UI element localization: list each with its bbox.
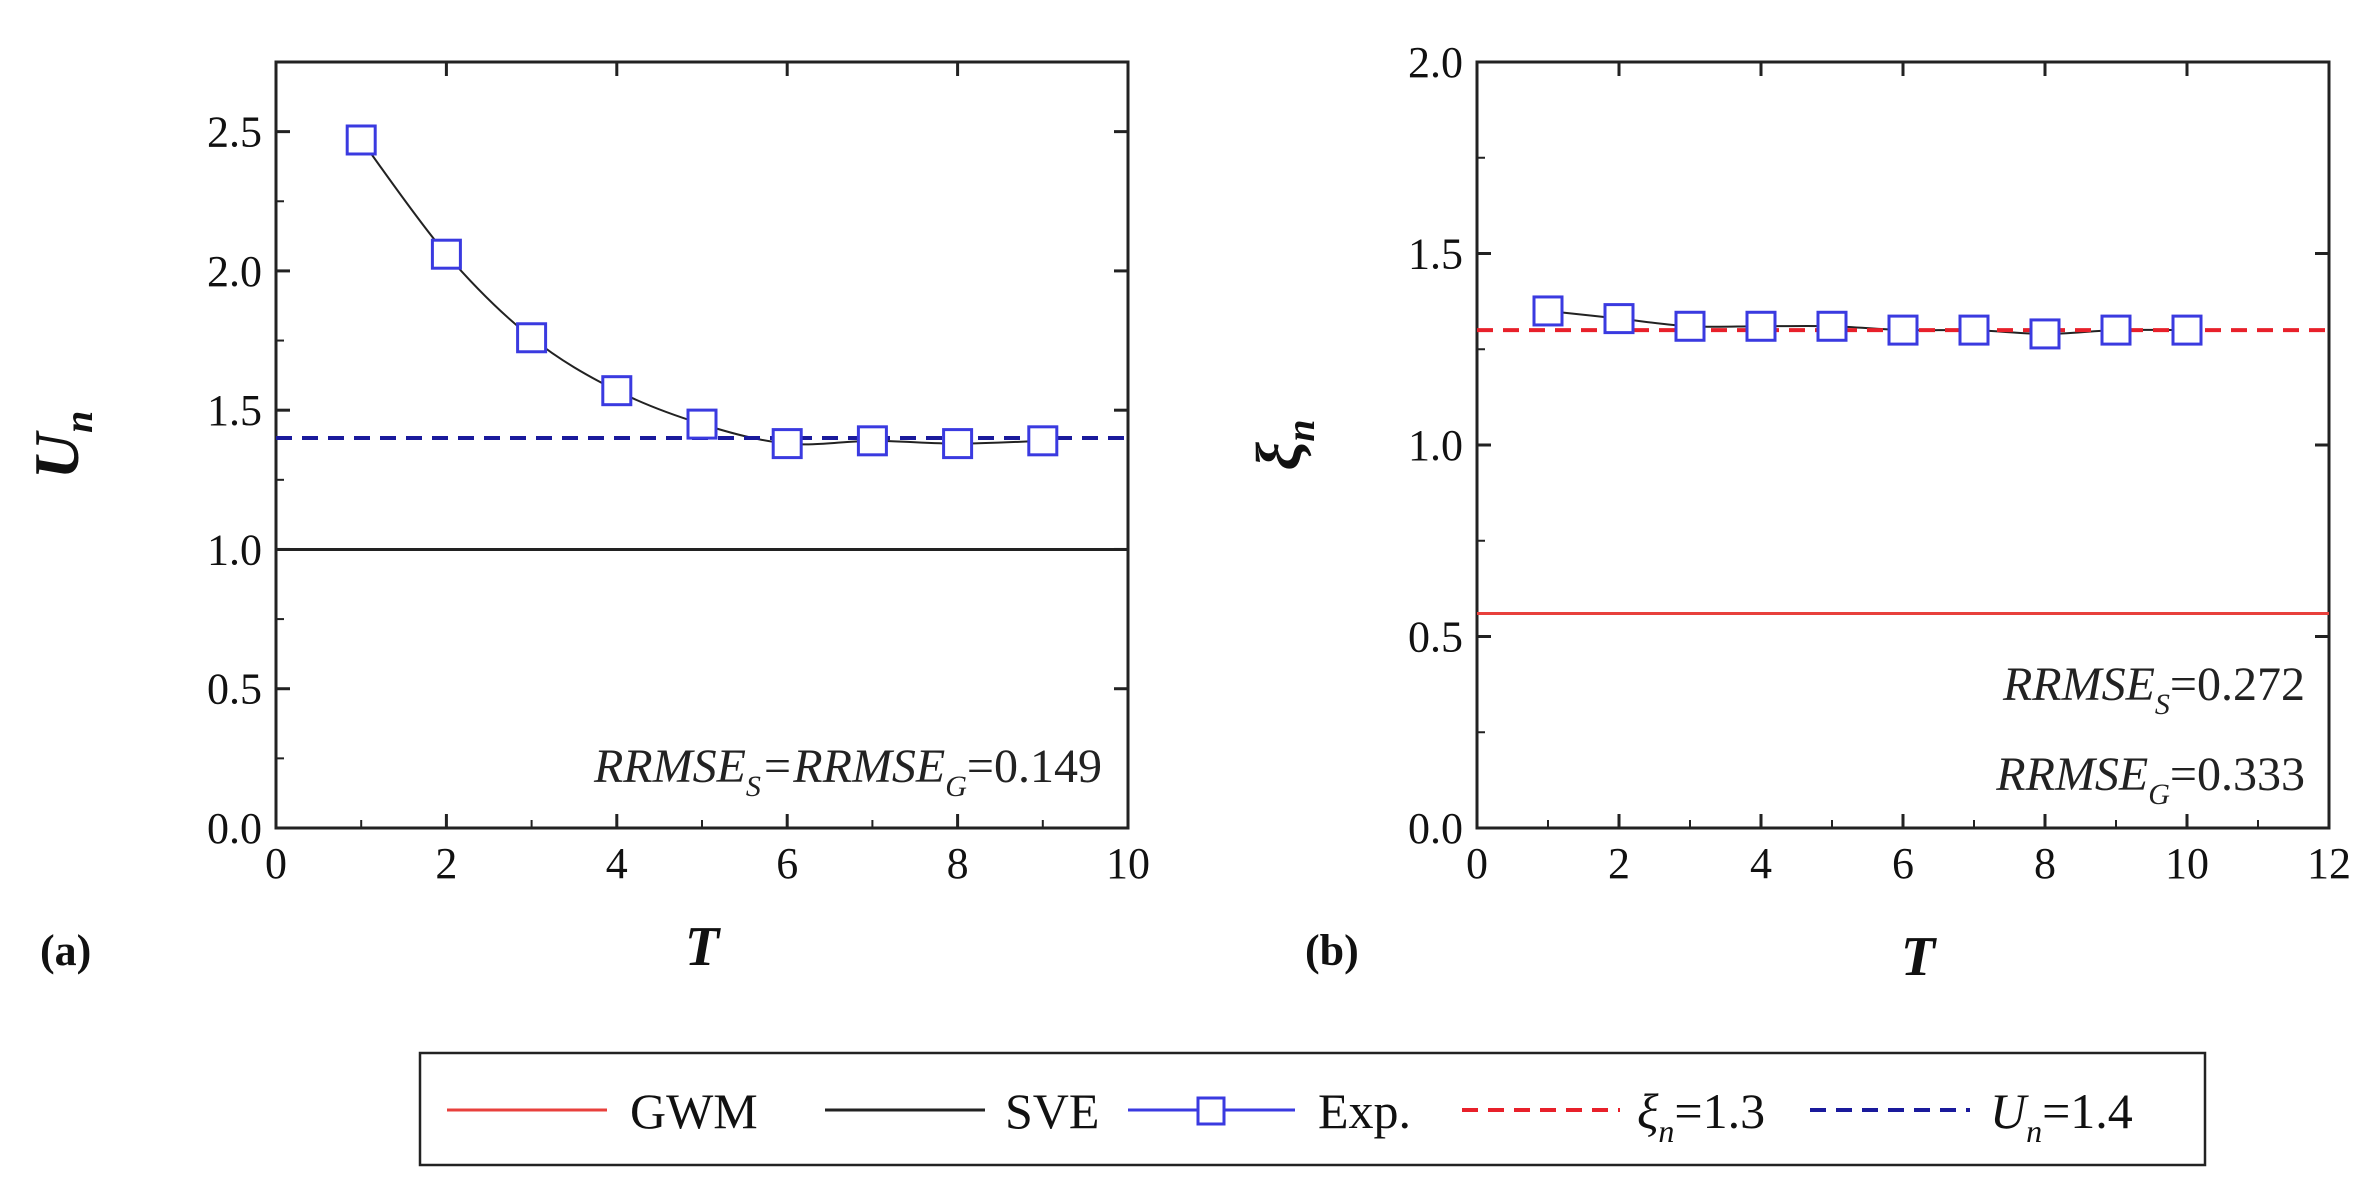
panel-b-exp-point-5	[1816, 310, 1848, 342]
svg-text:Un: Un	[21, 411, 101, 479]
panel-a-exp-point-4	[601, 375, 633, 407]
panel-a-xtick-label: 2	[435, 839, 457, 888]
panel-b-exp-point-8	[2029, 318, 2061, 350]
panel-a-ytick-label: 0.5	[207, 665, 262, 714]
panel-b-ytick-label: 0.0	[1408, 804, 1463, 853]
legend-label-sve: SVE	[1005, 1083, 1099, 1139]
panel-a-lines	[276, 139, 1128, 551]
panel-b-exp-point-6	[1887, 314, 1919, 346]
panel-b-xtick-label: 6	[1892, 839, 1914, 888]
panel-a-ytick-label: 2.5	[207, 108, 262, 157]
panel-b-exp-point-9	[2100, 314, 2132, 346]
panel-b-ytick-label: 1.5	[1408, 230, 1463, 279]
panel-a-ylabel: Un	[21, 411, 101, 479]
panel-b-xtick-label: 4	[1750, 839, 1772, 888]
panel-a-ytick-label: 0.0	[207, 804, 262, 853]
panel-a-exp-point-9	[1027, 425, 1059, 457]
panel-b-exp-point-4	[1745, 310, 1777, 342]
panel-a-xtick-label: 6	[776, 839, 798, 888]
panel-a: 0 2 4 6 8 10 0.0 0.5 1.0 1.5 2.0 2.5 T Un (a) RRMSE…	[21, 60, 1150, 978]
panel-b-exp-point-7	[1958, 314, 1990, 346]
panel-b-markers	[1532, 295, 2203, 350]
panel-a-xtick-label: 8	[947, 839, 969, 888]
legend-swatch-exp-marker	[1196, 1096, 1226, 1126]
panel-b-ytick-label: 2.0	[1408, 38, 1463, 87]
panel-a-exp-point-7	[856, 425, 888, 457]
panel-b-xlabel: T	[1901, 926, 1938, 988]
panel-a-exp-point-5	[686, 408, 718, 440]
panel-b: 0 2 4 6 8 10 12 0.0 0.5 1.0 1.5 2.0 T ξn (b) RRMSES…	[1243, 38, 2351, 988]
panel-b-lines	[1477, 309, 2329, 616]
legend-label-xi: ξn=1.3	[1637, 1083, 1765, 1149]
legend-label-u: Un=1.4	[1990, 1083, 2133, 1149]
panel-a-ytick-label: 2.0	[207, 247, 262, 296]
panel-a-plot-frame	[274, 60, 1130, 830]
panel-a-exp-point-6	[771, 428, 803, 460]
panel-b-ytick-label: 1.0	[1408, 421, 1463, 470]
panel-b-xtick-label: 8	[2034, 839, 2056, 888]
legend-box	[418, 1051, 2207, 1167]
panel-b-ticks: 0 2 4 6 8 10 12 0.0 0.5 1.0 1.5 2.0	[1408, 38, 2351, 888]
panel-b-exp-point-1	[1532, 295, 1564, 327]
panel-a-markers	[345, 124, 1059, 460]
panel-b-plot-frame	[1475, 60, 2331, 830]
panel-b-label: (b)	[1305, 926, 1359, 975]
panel-a-xtick-label: 0	[265, 839, 287, 888]
panel-a-xtick-label: 10	[1106, 839, 1150, 888]
panel-b-ylabel: ξn	[1243, 420, 1323, 471]
panel-a-xlabel: T	[685, 916, 722, 978]
panel-a-ytick-label: 1.5	[207, 386, 262, 435]
panel-a-exp-line	[360, 139, 1043, 446]
panel-a-exp-point-3	[516, 322, 548, 354]
panel-a-exp-point-2	[430, 238, 462, 270]
panel-a-ytick-label: 1.0	[207, 525, 262, 574]
panel-b-exp-point-10	[2171, 314, 2203, 346]
panel-b-ytick-label: 0.5	[1408, 613, 1463, 662]
panel-a-ticks: 0 2 4 6 8 10 0.0 0.5 1.0 1.5 2.0 2.5	[207, 62, 1150, 888]
panel-a-xtick-label: 4	[606, 839, 628, 888]
panel-a-exp-point-1	[345, 124, 377, 156]
panel-b-xtick-label: 10	[2165, 839, 2209, 888]
panel-b-annotation-g: RRMSEG=0.333	[1995, 748, 2305, 811]
panel-b-exp-point-3	[1674, 310, 1706, 342]
legend-label-exp: Exp.	[1318, 1083, 1411, 1139]
panel-a-label: (a)	[40, 926, 91, 975]
legend-label-gwm: GWM	[630, 1083, 758, 1139]
panel-b-exp-point-2	[1603, 303, 1635, 335]
panel-b-xtick-label: 2	[1608, 839, 1630, 888]
svg-text:ξn: ξn	[1243, 420, 1323, 471]
panel-b-xtick-label: 0	[1466, 839, 1488, 888]
panel-b-xtick-label: 12	[2307, 839, 2351, 888]
panel-b-annotation-s: RRMSES=0.272	[2002, 658, 2305, 721]
panel-a-exp-point-8	[942, 428, 974, 460]
legend: GWM SVE Exp. ξn=1.3 Un=1.4	[418, 1051, 2207, 1167]
panel-a-annotation: RRMSES=RRMSEG=0.149	[593, 740, 1102, 803]
